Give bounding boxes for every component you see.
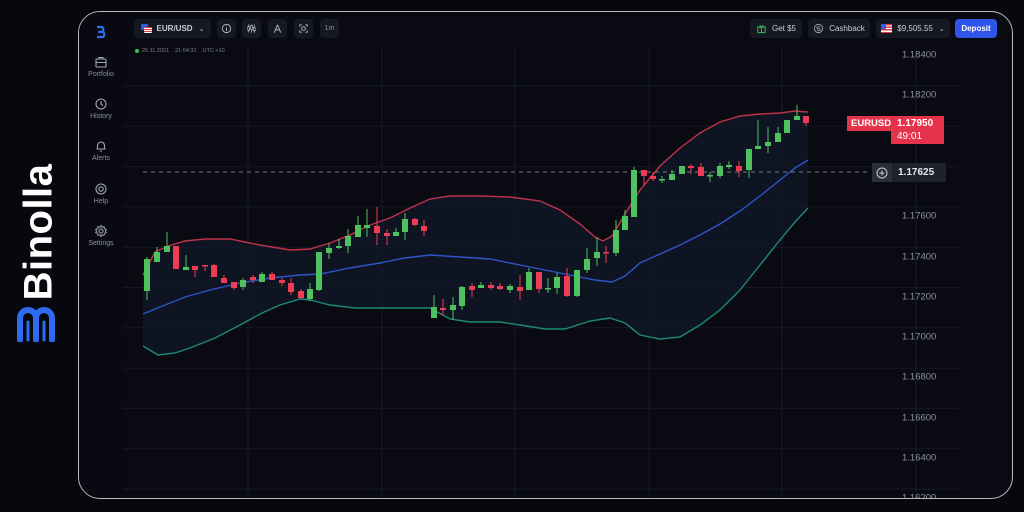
us-flag-icon	[881, 24, 893, 33]
chevron-down-icon: ⌄	[938, 25, 945, 33]
sidebar-item-portfolio[interactable]: Portfolio	[79, 55, 123, 78]
history-icon	[95, 98, 107, 110]
cashback-label: Cashback	[829, 24, 865, 33]
price-tick-label: 1.17000	[902, 331, 937, 343]
last-price-tag: 1.17950 49:01	[891, 116, 944, 144]
balance-selector[interactable]: $9,505.55 ⌄	[876, 19, 950, 38]
timezone: UTC +10	[202, 48, 225, 54]
price-tick-label: 1.16600	[902, 412, 937, 424]
app-window: Portfolio History Alerts Help Settings E…	[78, 11, 1013, 499]
sidebar-label: Portfolio	[88, 71, 114, 78]
plus-circle-icon	[876, 167, 888, 178]
binolla-logo-icon	[17, 307, 55, 342]
add-alert-button[interactable]	[872, 163, 892, 182]
price-tick-label: 1.17400	[902, 251, 937, 262]
sidebar-item-alerts[interactable]: Alerts	[79, 139, 123, 162]
top-toolbar: EUR/USD ⌄ 1m Get $5 Cashback $9,505.55 ⌄	[123, 12, 1012, 46]
brand-panel: Binolla	[0, 0, 78, 512]
drawing-tools-button[interactable]	[268, 19, 287, 38]
drawing-icon	[273, 24, 282, 33]
price-chart[interactable]	[79, 12, 1013, 499]
sidebar-label: Help	[93, 198, 109, 205]
cashback-icon	[814, 23, 824, 34]
price-tick-label: 1.18200	[902, 89, 937, 101]
get-bonus-label: Get $5	[771, 24, 796, 33]
indicators-button[interactable]	[242, 19, 261, 38]
eu-us-flag-icon	[140, 24, 152, 33]
screenshot-button[interactable]	[294, 19, 313, 38]
crosshair-price: 1.17625	[872, 163, 946, 182]
price-tick-label: 1.16800	[902, 371, 937, 383]
app-logo-icon[interactable]	[90, 21, 112, 43]
sidebar-item-settings[interactable]: Settings	[79, 224, 123, 247]
timeframe-selector[interactable]: 1m	[320, 19, 339, 38]
gift-icon	[757, 24, 766, 34]
asset-selector[interactable]: EUR/USD ⌄	[134, 19, 211, 38]
last-price: 1.17950	[897, 118, 934, 129]
screenshot-icon	[299, 24, 308, 33]
balance-value: $9,505.55	[897, 24, 933, 33]
price-tick-label: 1.16400	[902, 452, 937, 464]
bell-icon	[96, 141, 106, 152]
sidebar-label: History	[90, 113, 112, 120]
candle-countdown: 49:01	[897, 131, 923, 142]
price-tick-label: 1.17600	[902, 210, 937, 222]
time: 21:04:31	[175, 48, 197, 54]
lifebuoy-icon	[95, 183, 107, 195]
info-icon	[221, 23, 232, 34]
indicators-icon	[247, 24, 256, 33]
get-bonus-button[interactable]: Get $5	[750, 19, 802, 38]
sidebar-label: Alerts	[92, 155, 110, 162]
crosshair-price-value: 1.17625	[892, 163, 946, 182]
briefcase-icon	[95, 56, 107, 68]
sidebar-label: Settings	[88, 240, 114, 247]
price-tick-label: 1.17200	[902, 291, 937, 303]
asset-name: EUR/USD	[156, 24, 193, 33]
sidebar-item-history[interactable]: History	[79, 97, 123, 120]
brand-name: Binolla	[16, 163, 61, 301]
cashback-button[interactable]: Cashback	[808, 19, 870, 38]
sidebar-item-help[interactable]: Help	[79, 182, 123, 205]
date: 25.11.2021	[142, 48, 170, 54]
connection-status-dot	[135, 49, 139, 53]
gear-icon	[94, 224, 108, 238]
price-tick-label: 1.18400	[902, 49, 937, 61]
deposit-button[interactable]: Deposit	[955, 19, 997, 38]
info-button[interactable]	[217, 19, 236, 38]
server-time: 25.11.2021 21:04:31 UTC +10	[135, 48, 225, 54]
price-tick-label: 1.16200	[902, 492, 937, 499]
sidebar: Portfolio History Alerts Help Settings	[79, 12, 123, 498]
chevron-down-icon: ⌄	[198, 25, 205, 33]
symbol-tag: EURUSD	[847, 116, 896, 131]
